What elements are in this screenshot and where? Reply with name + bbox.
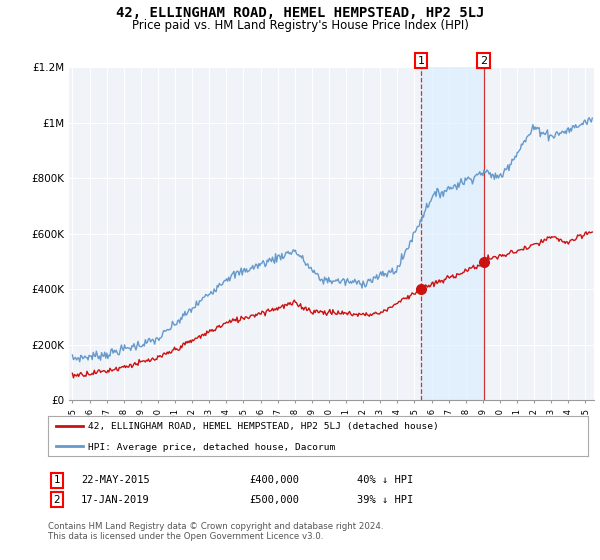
Text: £500,000: £500,000 bbox=[249, 494, 299, 505]
Text: 2: 2 bbox=[53, 494, 61, 505]
Text: 2: 2 bbox=[480, 55, 487, 66]
Text: 22-MAY-2015: 22-MAY-2015 bbox=[81, 475, 150, 486]
Text: 1: 1 bbox=[418, 55, 425, 66]
Bar bbox=[421, 67, 484, 400]
Text: 39% ↓ HPI: 39% ↓ HPI bbox=[357, 494, 413, 505]
Text: £400,000: £400,000 bbox=[249, 475, 299, 486]
Text: Price paid vs. HM Land Registry's House Price Index (HPI): Price paid vs. HM Land Registry's House … bbox=[131, 19, 469, 32]
Text: 17-JAN-2019: 17-JAN-2019 bbox=[81, 494, 150, 505]
Text: 1: 1 bbox=[53, 475, 61, 486]
Text: HPI: Average price, detached house, Dacorum: HPI: Average price, detached house, Daco… bbox=[89, 442, 336, 451]
Text: 42, ELLINGHAM ROAD, HEMEL HEMPSTEAD, HP2 5LJ: 42, ELLINGHAM ROAD, HEMEL HEMPSTEAD, HP2… bbox=[116, 6, 484, 20]
Text: Contains HM Land Registry data © Crown copyright and database right 2024.
This d: Contains HM Land Registry data © Crown c… bbox=[48, 522, 383, 542]
Text: 40% ↓ HPI: 40% ↓ HPI bbox=[357, 475, 413, 486]
Text: 42, ELLINGHAM ROAD, HEMEL HEMPSTEAD, HP2 5LJ (detached house): 42, ELLINGHAM ROAD, HEMEL HEMPSTEAD, HP2… bbox=[89, 422, 439, 431]
